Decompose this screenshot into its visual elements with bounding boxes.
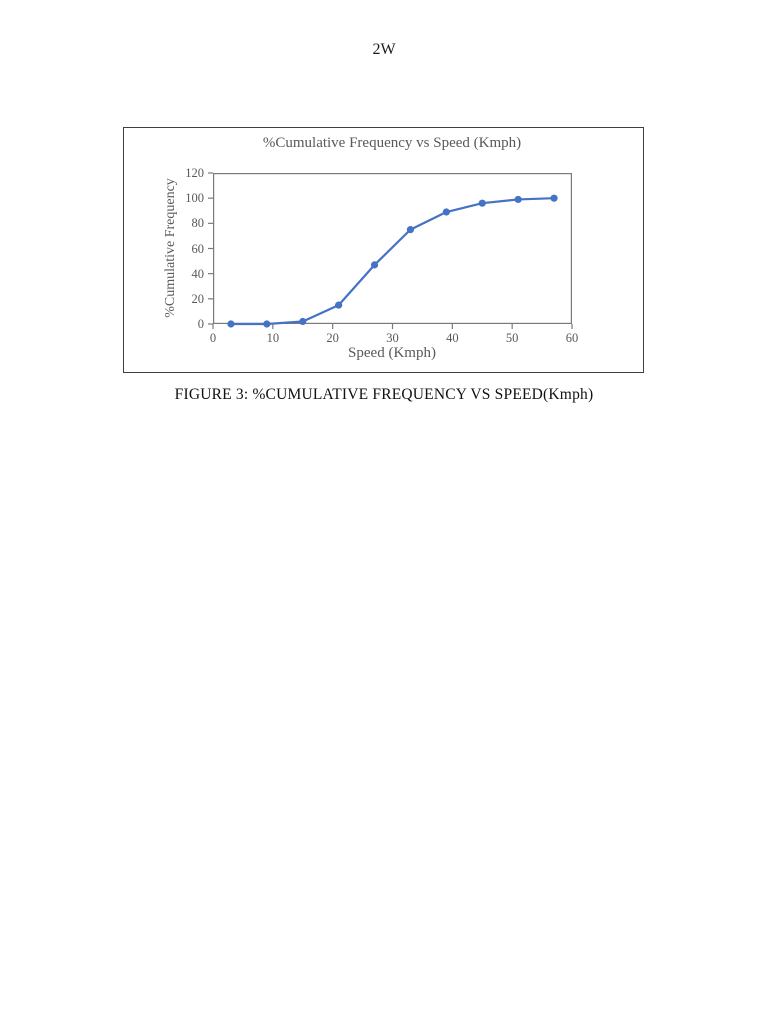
y-tick-label: 80 (191, 216, 205, 231)
x-tick-label: 30 (386, 331, 399, 345)
data-point (299, 317, 307, 326)
x-tick-label: 0 (209, 331, 217, 345)
x-tick-label: 20 (326, 331, 339, 345)
data-point (370, 261, 379, 269)
data-point (514, 195, 522, 204)
chart-title: %Cumulative Frequency vs Speed (Kmph) (262, 135, 522, 151)
x-tick-label: 10 (266, 331, 280, 345)
y-tick-label: 60 (191, 241, 205, 256)
y-tick-label: 0 (197, 317, 204, 331)
y-tick-label: 100 (185, 191, 204, 206)
data-point (442, 208, 450, 216)
data-point (335, 301, 343, 309)
y-tick-label: 120 (185, 166, 204, 180)
data-point (263, 320, 271, 328)
figure-chart: %Cumulative Frequency vs Speed (Kmph) %C… (123, 127, 644, 373)
x-tick-label: 50 (505, 331, 519, 345)
data-point (478, 199, 486, 207)
plot-area (208, 172, 573, 329)
data-point (227, 320, 235, 328)
data-point (406, 226, 415, 234)
cumulative-frequency-line (229, 197, 556, 326)
data-point (550, 194, 558, 202)
x-tick-label: 40 (446, 331, 459, 345)
page-header-text: 2W (372, 41, 396, 58)
plot-border (213, 173, 572, 325)
x-tick-label: 60 (565, 331, 579, 345)
figure-caption: FIGURE 3: %CUMULATIVE FREQUENCY VS SPEED… (174, 386, 594, 403)
x-axis-title: Speed (Kmph) (348, 345, 436, 361)
y-tick-label: 20 (191, 291, 205, 306)
y-tick-label: 40 (191, 266, 205, 281)
